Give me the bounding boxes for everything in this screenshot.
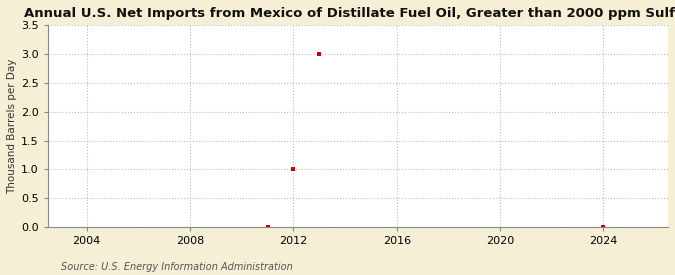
- Text: Source: U.S. Energy Information Administration: Source: U.S. Energy Information Administ…: [61, 262, 292, 272]
- Y-axis label: Thousand Barrels per Day: Thousand Barrels per Day: [7, 59, 17, 194]
- Title: Annual U.S. Net Imports from Mexico of Distillate Fuel Oil, Greater than 2000 pp: Annual U.S. Net Imports from Mexico of D…: [24, 7, 675, 20]
